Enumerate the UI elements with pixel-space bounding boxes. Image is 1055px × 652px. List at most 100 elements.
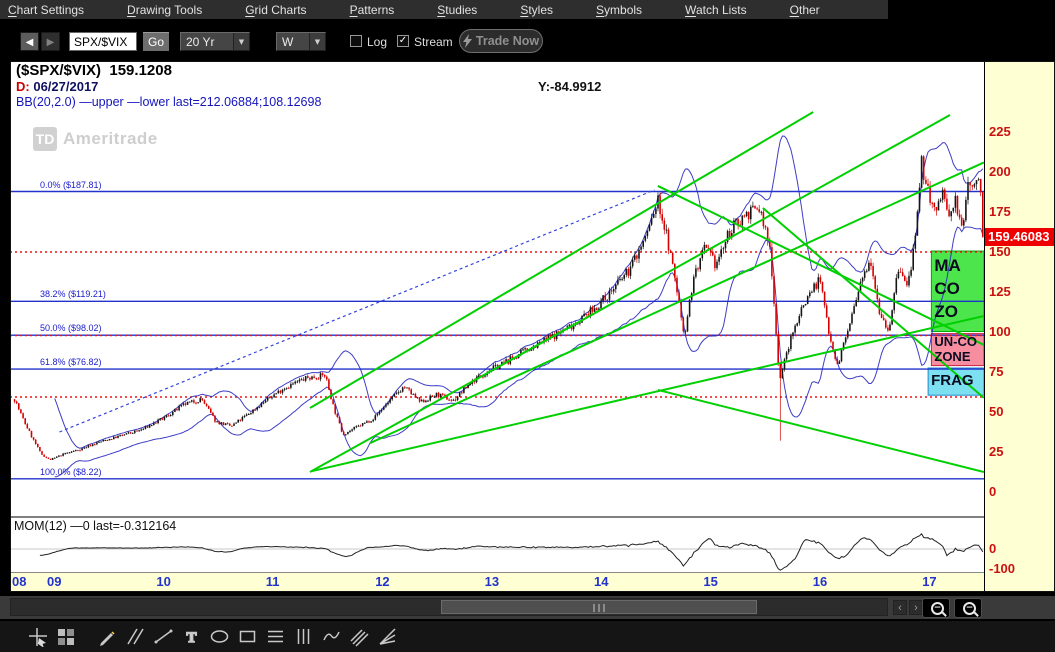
menu-symbols[interactable]: Symbols bbox=[596, 2, 643, 17]
go-button[interactable]: Go bbox=[143, 32, 169, 51]
year-tick-09: 09 bbox=[47, 574, 62, 589]
zoom-in-button[interactable]: − bbox=[954, 598, 982, 618]
tool-pencil[interactable] bbox=[96, 625, 119, 648]
td-logo-icon: TD bbox=[33, 127, 57, 151]
horizontal-lines-icon bbox=[268, 630, 283, 643]
trade-now-label: Trade Now bbox=[475, 34, 540, 48]
chart-toolbar: ◀ ▶ Go 20 Yr ▼ W ▼ Log ✓ Stream Trade No… bbox=[0, 19, 1055, 61]
stream-checkbox[interactable]: ✓ bbox=[397, 35, 409, 47]
menu-grid-charts[interactable]: Grid Charts bbox=[245, 2, 307, 17]
tool-channel-tool[interactable] bbox=[348, 625, 371, 648]
price-tick-175: 175 bbox=[989, 204, 1011, 219]
time-axis bbox=[10, 572, 984, 592]
year-tick-10: 10 bbox=[156, 574, 171, 589]
scroll-right-icon: › bbox=[914, 602, 918, 614]
stream-label: Stream bbox=[414, 35, 453, 49]
tool-parallel-lines[interactable] bbox=[124, 625, 147, 648]
zoom-out-magnifier-icon: − bbox=[931, 602, 944, 615]
lightning-bolt-icon bbox=[462, 34, 472, 48]
tool-horizontal-lines[interactable] bbox=[264, 625, 287, 648]
year-tick-15: 15 bbox=[703, 574, 718, 589]
drawing-toolbar: T bbox=[0, 620, 1055, 652]
momentum-tick-0: 0 bbox=[989, 541, 997, 556]
zone-1-label-0: UN-CO bbox=[934, 333, 977, 349]
chevron-down-icon: ▼ bbox=[309, 33, 325, 50]
year-tick-08: 08 bbox=[11, 574, 27, 589]
price-tick-150: 150 bbox=[989, 244, 1011, 259]
menu-other[interactable]: Other bbox=[789, 2, 820, 17]
zone-0-label-1: CO bbox=[934, 278, 960, 298]
fib-label-1: 38.2% ($119.21) bbox=[40, 289, 106, 300]
zoom-out-button[interactable]: − bbox=[922, 598, 950, 618]
symbol-input[interactable] bbox=[69, 32, 137, 51]
scroll-right-button[interactable]: › bbox=[909, 600, 923, 615]
menu-patterns[interactable]: Patterns bbox=[349, 2, 395, 17]
rectangle-tool-icon bbox=[239, 630, 256, 643]
y-axis-readout: Y:-84.9912 bbox=[538, 79, 602, 94]
svg-text:T: T bbox=[186, 630, 196, 646]
scroll-left-icon: ‹ bbox=[898, 602, 902, 614]
cursor-crosshair-icon bbox=[29, 628, 47, 647]
tool-freehand-curve[interactable] bbox=[320, 625, 343, 648]
scrollbar-thumb[interactable] bbox=[441, 600, 757, 614]
parallel-lines-icon bbox=[127, 628, 144, 645]
tool-trend-line[interactable] bbox=[152, 625, 175, 648]
log-checkbox[interactable] bbox=[350, 35, 362, 47]
menu-chart-settings[interactable]: Chart Settings bbox=[8, 2, 85, 17]
period-value: W bbox=[282, 34, 294, 49]
tool-chart-grid[interactable] bbox=[54, 625, 77, 648]
chart-grid-icon bbox=[58, 629, 74, 645]
price-tick-225: 225 bbox=[989, 124, 1011, 139]
date-value: 06/27/2017 bbox=[33, 79, 99, 94]
date-label: D: bbox=[16, 79, 30, 94]
fib-label-0: 0.0% ($187.81) bbox=[40, 179, 102, 190]
tool-cursor-crosshair[interactable] bbox=[26, 625, 49, 648]
channel-tool-icon bbox=[350, 629, 369, 647]
price-tick-75: 75 bbox=[989, 364, 1004, 379]
year-tick-13: 13 bbox=[484, 574, 500, 589]
menu-styles[interactable]: Styles bbox=[520, 2, 554, 17]
zone-0-label-0: MA bbox=[934, 255, 961, 275]
tool-vertical-lines[interactable] bbox=[292, 625, 315, 648]
year-tick-17: 17 bbox=[922, 574, 937, 589]
trade-now-button[interactable]: Trade Now bbox=[459, 29, 543, 53]
tool-fib-fan[interactable] bbox=[376, 625, 399, 648]
zoom-in-magnifier-icon: − bbox=[963, 602, 976, 615]
menu-watch-lists[interactable]: Watch Lists bbox=[685, 2, 747, 17]
range-value: 20 Yr bbox=[186, 34, 215, 49]
pencil-icon bbox=[100, 631, 115, 646]
price-tick-50: 50 bbox=[989, 404, 1004, 419]
freehand-curve-icon bbox=[323, 631, 340, 641]
trend-line-icon bbox=[154, 629, 173, 644]
menu-bar: Chart Settings Drawing Tools Grid Charts Pa… bbox=[0, 0, 888, 19]
zone-0-label-2: ZO bbox=[934, 301, 958, 321]
watermark-text: Ameritrade bbox=[63, 129, 158, 148]
price-tick-200: 200 bbox=[989, 164, 1011, 179]
year-tick-11: 11 bbox=[265, 574, 280, 589]
year-tick-16: 16 bbox=[812, 574, 828, 589]
momentum-legend: MOM(12) —0 last=-0.312164 bbox=[14, 519, 177, 533]
zone-1-label-1: ZONE bbox=[934, 348, 971, 364]
chevron-down-icon: ▼ bbox=[233, 33, 249, 50]
forward-arrow-button[interactable]: ▶ bbox=[41, 32, 60, 51]
back-arrow-button[interactable]: ◀ bbox=[20, 32, 39, 51]
period-dropdown[interactable]: W ▼ bbox=[276, 32, 326, 51]
scroll-left-button[interactable]: ‹ bbox=[893, 600, 907, 615]
tool-ellipse-tool[interactable] bbox=[208, 625, 231, 648]
scrollbar-track[interactable] bbox=[10, 598, 888, 616]
menu-drawing-tools[interactable]: Drawing Tools bbox=[127, 2, 203, 17]
vertical-lines-icon bbox=[297, 629, 310, 644]
bollinger-legend: BB(20,2.0) —upper —lower last=212.06884;… bbox=[16, 95, 322, 109]
range-dropdown[interactable]: 20 Yr ▼ bbox=[180, 32, 250, 51]
menu-studies[interactable]: Studies bbox=[437, 2, 478, 17]
text-tool-icon: T bbox=[186, 629, 198, 647]
price-tick-100: 100 bbox=[989, 324, 1011, 339]
tool-text-tool[interactable]: T bbox=[180, 625, 203, 648]
year-tick-14: 14 bbox=[594, 574, 609, 589]
tool-rectangle-tool[interactable] bbox=[236, 625, 259, 648]
scrollbar-grip-icon bbox=[593, 604, 605, 612]
log-label: Log bbox=[367, 35, 388, 49]
ellipse-tool-icon bbox=[210, 630, 229, 643]
price-chart-canvas[interactable] bbox=[10, 62, 984, 572]
